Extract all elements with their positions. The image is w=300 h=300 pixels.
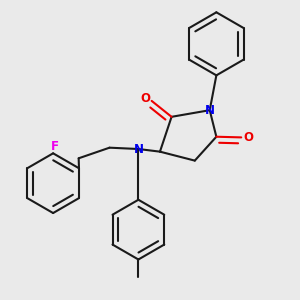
Text: F: F [51,140,59,153]
Text: O: O [141,92,151,105]
Text: N: N [134,142,143,155]
Text: N: N [205,104,215,117]
Text: O: O [243,131,253,144]
